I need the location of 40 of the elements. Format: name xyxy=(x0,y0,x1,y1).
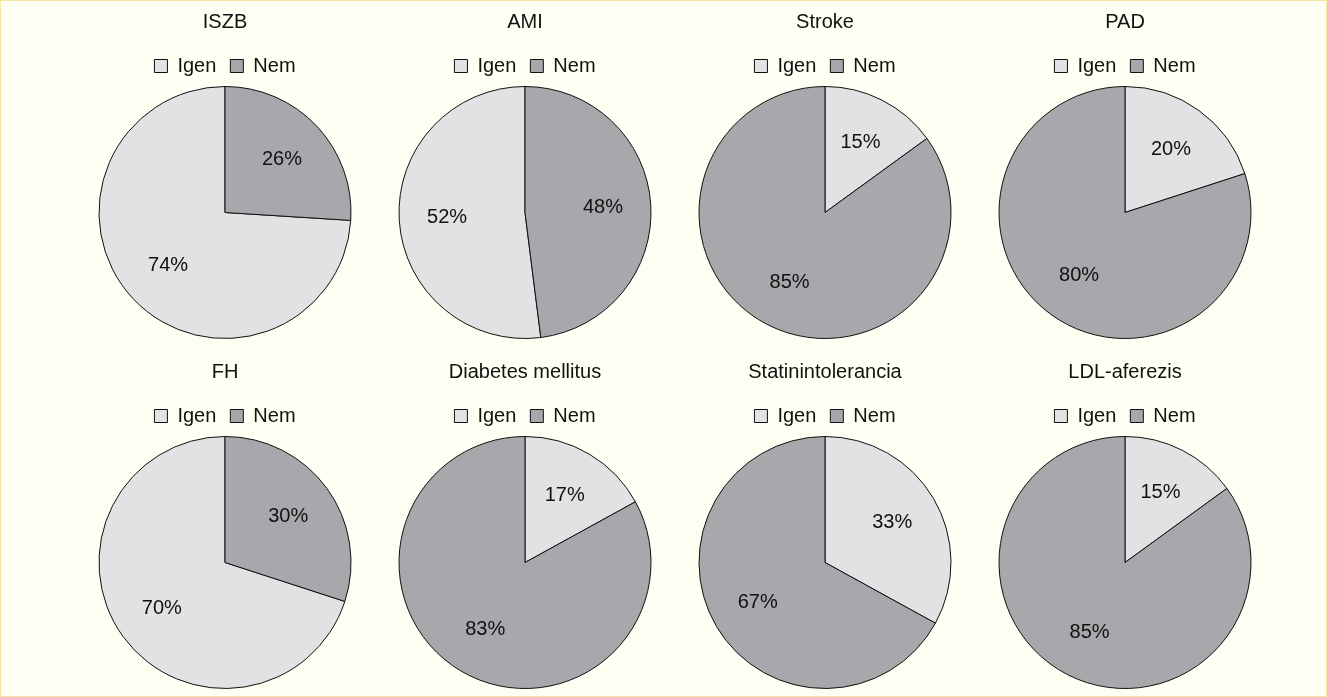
chart-title: PAD xyxy=(1105,9,1145,32)
data-label: 30% xyxy=(268,504,309,527)
data-label: 15% xyxy=(1140,480,1181,503)
legend-label: Igen xyxy=(177,403,217,426)
data-label: 80% xyxy=(1059,263,1100,286)
data-label: 74% xyxy=(148,253,189,276)
chart-title: Statinintolerancia xyxy=(748,359,903,382)
data-label: 52% xyxy=(427,204,468,227)
data-label: 83% xyxy=(465,617,506,640)
data-label: 85% xyxy=(1069,619,1110,642)
legend-label: Igen xyxy=(777,53,817,76)
legend-label: Igen xyxy=(777,403,817,426)
chart-title: FH xyxy=(211,359,239,382)
legend-label: Nem xyxy=(1153,403,1196,426)
legend-label: Nem xyxy=(553,403,596,426)
legend-label: Nem xyxy=(253,403,296,426)
data-label: 33% xyxy=(872,510,913,533)
data-label: 26% xyxy=(261,146,303,169)
legend-label: Nem xyxy=(1153,53,1196,76)
chart-title: ISZB xyxy=(202,9,248,32)
legend-label: Igen xyxy=(177,53,217,76)
chart-title: Diabetes mellitus xyxy=(448,359,602,382)
chart-title: Stroke xyxy=(796,9,854,32)
chart-title: AMI xyxy=(507,9,543,32)
legend-label: Nem xyxy=(553,53,596,76)
data-label: 48% xyxy=(582,195,624,218)
legend-label: Igen xyxy=(477,403,517,426)
legend-label: Igen xyxy=(1077,53,1117,76)
legend-label: Nem xyxy=(853,403,896,426)
data-label: 20% xyxy=(1150,136,1192,159)
data-label: 85% xyxy=(769,269,810,292)
legend-label: Igen xyxy=(1077,403,1117,426)
chart-title: LDL-aferezis xyxy=(1068,359,1182,382)
data-label: 17% xyxy=(544,482,585,505)
legend-label: Nem xyxy=(253,53,296,76)
data-label: 70% xyxy=(141,595,183,618)
legend-label: Igen xyxy=(477,53,517,76)
data-label: 15% xyxy=(840,130,881,153)
data-label: 67% xyxy=(737,589,778,612)
legend-label: Nem xyxy=(853,53,896,76)
